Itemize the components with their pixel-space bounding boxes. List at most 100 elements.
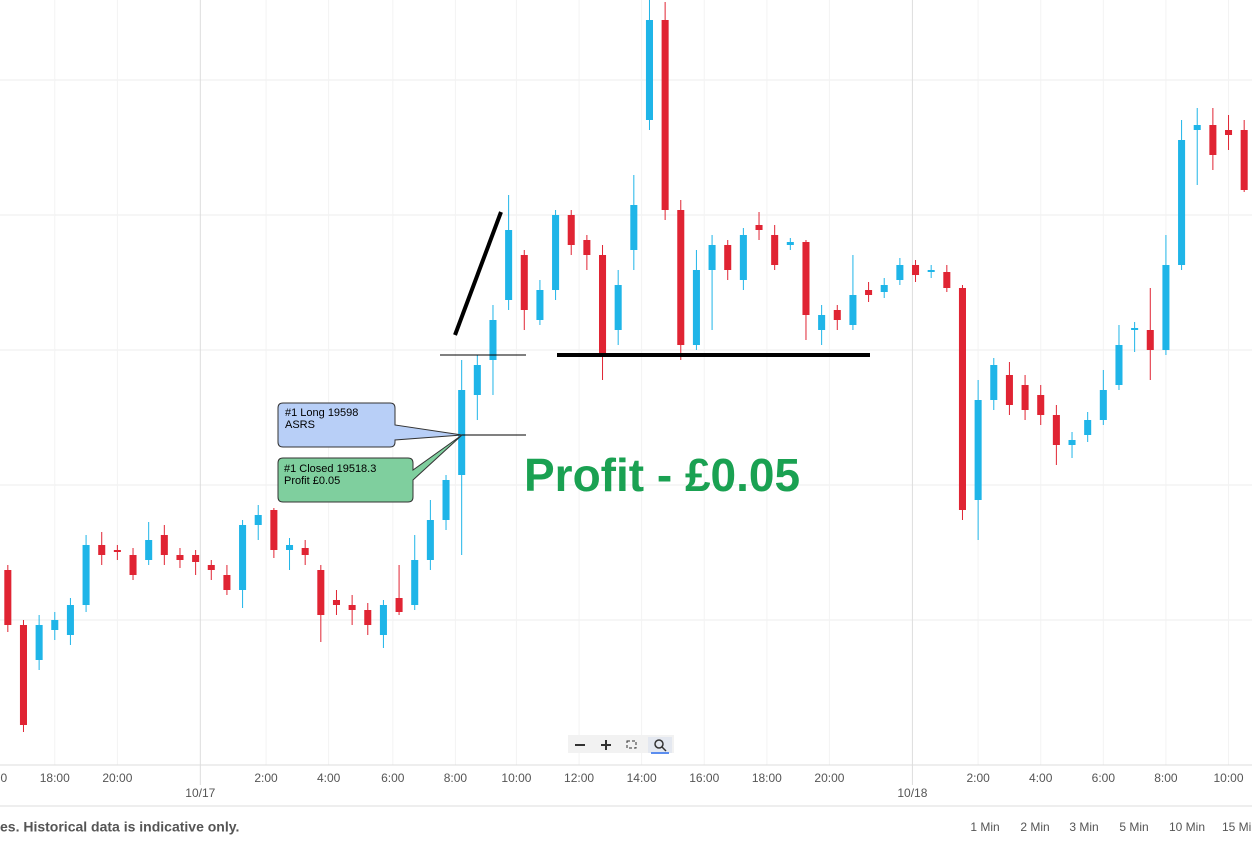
candle-body xyxy=(786,242,794,245)
candle-body xyxy=(1115,345,1123,385)
candle-body xyxy=(317,570,325,615)
candle-body xyxy=(286,545,294,550)
x-tick-label: 2:00 xyxy=(966,771,990,785)
candle-body xyxy=(724,245,732,270)
zoom-reset[interactable] xyxy=(654,739,664,749)
candle-body xyxy=(51,620,59,630)
x-tick-label: 18:00 xyxy=(40,771,70,785)
timeframe-button[interactable]: 10 Min xyxy=(1169,820,1205,834)
zoom-reset[interactable] xyxy=(661,746,667,752)
candle-body xyxy=(473,365,481,395)
candle-body xyxy=(927,270,935,272)
candle-body xyxy=(692,270,700,345)
candle-body xyxy=(364,610,372,625)
x-tick-label: 4:00 xyxy=(1029,771,1053,785)
candle-body xyxy=(520,255,528,310)
candle-body xyxy=(567,215,575,245)
date-label: 10/17 xyxy=(185,786,215,800)
candle-body xyxy=(395,598,403,612)
candle-body xyxy=(599,255,607,355)
candle-body xyxy=(489,320,497,360)
candle-body xyxy=(536,290,544,320)
zoom-bar xyxy=(568,735,674,753)
trend-line xyxy=(453,211,503,336)
timeframe-button[interactable]: 1 Min xyxy=(970,820,999,834)
exit-label: #1 Closed 19518.3 xyxy=(284,463,376,475)
x-tick-label: 8:00 xyxy=(1154,771,1178,785)
candle-body xyxy=(270,510,278,550)
candle-body xyxy=(254,515,262,525)
candle-body xyxy=(739,235,747,280)
candle-body xyxy=(301,548,309,555)
candle-body xyxy=(1037,395,1045,415)
candle-body xyxy=(1005,375,1013,405)
candle-body xyxy=(145,540,153,560)
candle-body xyxy=(1240,130,1248,190)
candle-body xyxy=(426,520,434,560)
candle-body xyxy=(98,545,106,555)
candle-body xyxy=(865,290,873,295)
candle-body xyxy=(849,295,857,325)
candle-body xyxy=(552,215,560,290)
timeframe-button[interactable]: 3 Min xyxy=(1069,820,1098,834)
candle-body xyxy=(896,265,904,280)
entry-label: #1 Long 19598 xyxy=(285,407,358,419)
candle-body xyxy=(708,245,716,270)
x-tick-label: 8:00 xyxy=(444,771,468,785)
candle-body xyxy=(207,565,215,570)
x-tick-label: 14:00 xyxy=(627,771,657,785)
candle-body xyxy=(4,570,12,625)
candle-body xyxy=(958,288,966,510)
timeframe-button[interactable]: 5 Min xyxy=(1119,820,1148,834)
candle-body xyxy=(677,210,685,345)
x-tick-label: 16:00 xyxy=(689,771,719,785)
exit-label-box xyxy=(277,434,463,503)
timeframe-button[interactable]: 2 Min xyxy=(1020,820,1049,834)
candle-body xyxy=(239,525,247,590)
candle-body xyxy=(661,20,669,210)
x-tick-label: 6:00 xyxy=(1092,771,1116,785)
entry-label-box xyxy=(277,402,463,448)
x-tick-label: 10:00 xyxy=(1214,771,1244,785)
timeframe-button[interactable]: 15 Min xyxy=(1222,820,1252,834)
zoom-reset-bg xyxy=(648,737,672,753)
candle-body xyxy=(1052,415,1060,445)
candle-body xyxy=(1099,390,1107,420)
candle-body xyxy=(802,242,810,315)
candle-body xyxy=(1146,330,1154,350)
candle-body xyxy=(912,265,920,275)
candle-body xyxy=(1021,385,1029,410)
candle-body xyxy=(176,555,184,560)
candle-body xyxy=(332,600,340,605)
disclaimer: es. Historical data is indicative only. xyxy=(0,819,239,835)
x-tick-label: 22:00 xyxy=(0,771,8,785)
candle-body xyxy=(1193,125,1201,130)
candle-body xyxy=(833,310,841,320)
candle-body xyxy=(411,560,419,605)
candle-body xyxy=(129,555,137,575)
candle-body xyxy=(458,390,466,475)
candle-body xyxy=(505,230,513,300)
date-label: 10/18 xyxy=(897,786,927,800)
x-tick-label: 6:00 xyxy=(381,771,405,785)
profit-annotation: Profit - £0.05 xyxy=(524,449,800,501)
candle-body xyxy=(1068,440,1076,445)
grid xyxy=(0,0,1252,785)
candle-body xyxy=(19,625,27,725)
x-tick-label: 20:00 xyxy=(102,771,132,785)
candle-body xyxy=(818,315,826,330)
candle-body xyxy=(990,365,998,400)
fullscreen[interactable] xyxy=(626,740,637,749)
candle-body xyxy=(880,285,888,292)
candle-body xyxy=(192,555,200,562)
candle-body xyxy=(974,400,982,500)
candle-body xyxy=(1162,265,1170,350)
candle-body xyxy=(160,535,168,555)
candle-body xyxy=(1225,130,1233,135)
candle-body xyxy=(113,550,121,552)
x-tick-label: 18:00 xyxy=(752,771,782,785)
candle-body xyxy=(755,225,763,230)
candle-body xyxy=(630,205,638,250)
candle-body xyxy=(1084,420,1092,435)
